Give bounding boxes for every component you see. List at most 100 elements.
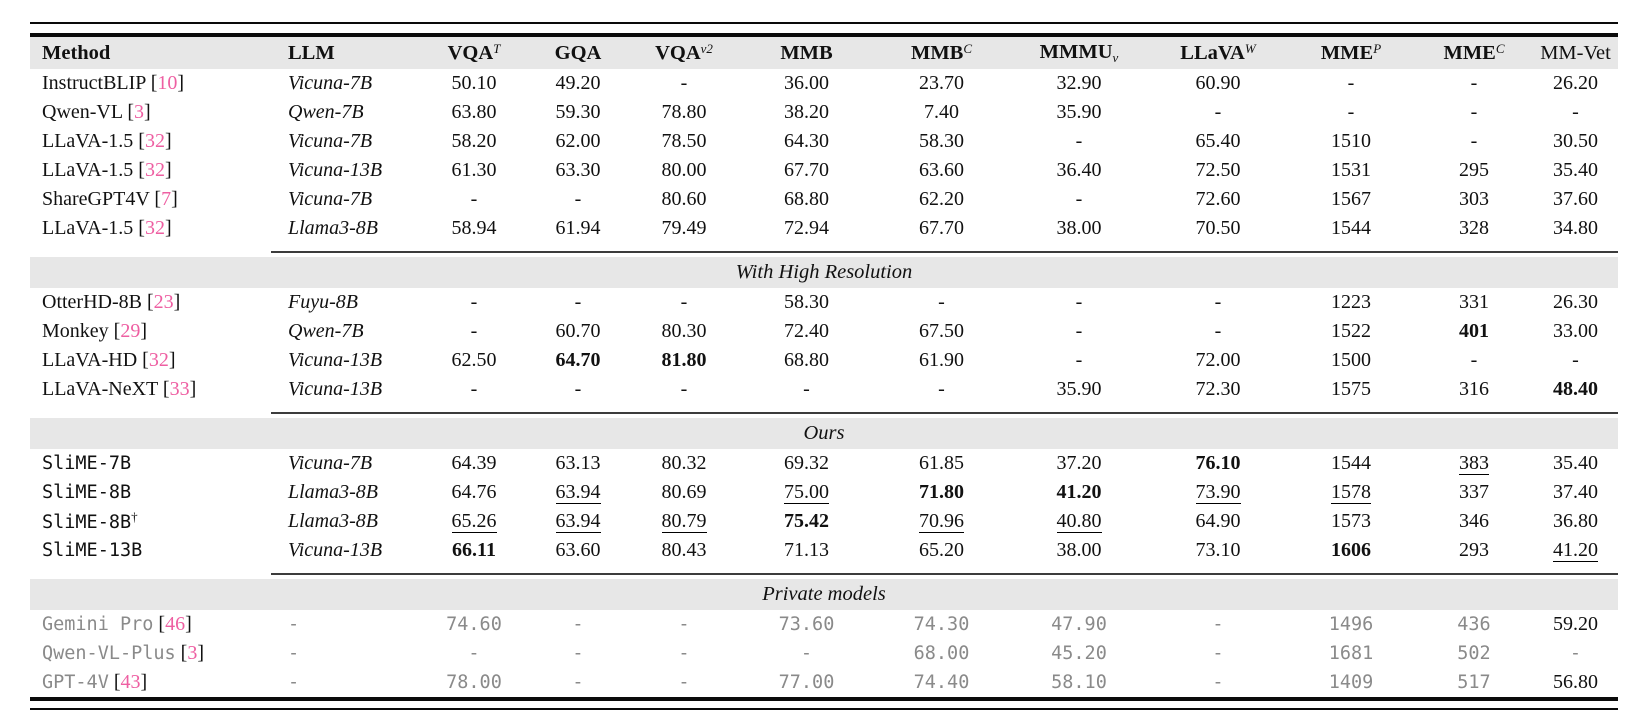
method-name: SliME-13B — [42, 540, 143, 561]
score-value: 1510 — [1331, 130, 1371, 152]
score-cell: - — [1009, 346, 1149, 375]
llm-cell: Qwen-7B — [288, 320, 364, 342]
score-cell: 38.20 — [739, 98, 874, 127]
table-row: Gemini Pro [46] -74.60- -73.60 74.30 47.90-1… — [30, 610, 1618, 639]
table-row: SliME-13B Vicuna-13B 66.11 63.60 80.43 71.13 6… — [30, 536, 1618, 565]
score-cell: 58.10 — [1009, 668, 1149, 697]
citation-link[interactable]: 43 — [120, 671, 141, 693]
score-value: - — [938, 378, 945, 400]
score-value: 1409 — [1328, 672, 1374, 693]
table-row: LLaVA-HD [32] Vicuna-13B 62.50 64.70 81.80 68… — [30, 346, 1618, 375]
score-cell: 80.00 — [629, 156, 739, 185]
method-name: InstructBLIP — [42, 72, 146, 94]
method-name: GPT-4V — [42, 672, 109, 693]
citation-link[interactable]: 32 — [144, 217, 165, 239]
score-cell: 73.10 — [1149, 536, 1287, 565]
citation-link[interactable]: 29 — [120, 320, 141, 342]
citation-link[interactable]: 10 — [157, 72, 178, 94]
table-header: Method LLM VQAT GQA VQAv2 MMB MMBC MMMUv LLaVAW M… — [30, 37, 1618, 69]
header-cell-method: Method — [30, 37, 271, 69]
method-name: Gemini Pro — [42, 614, 154, 635]
score-value: 30.50 — [1553, 130, 1598, 152]
score-value: 58.10 — [1051, 672, 1107, 693]
score-value: - — [1212, 614, 1224, 635]
citation-bracket-close: ] — [164, 130, 172, 152]
table-row: LLaVA-1.5 [32] Vicuna-7B 58.20 62.00 78.50 64… — [30, 127, 1618, 156]
score-value: 35.40 — [1553, 452, 1598, 474]
score-cell: 72.50 — [1149, 156, 1287, 185]
score-value: 62.20 — [919, 188, 964, 210]
table-row: ShareGPT4V [7] Vicuna-7B - - 80.60 68.80 62.20… — [30, 185, 1618, 214]
score-value: 36.80 — [1553, 510, 1598, 532]
method-name: SliME-7B — [42, 453, 132, 474]
citation-link[interactable]: 3 — [134, 101, 145, 123]
score-value: 26.30 — [1553, 291, 1598, 313]
score-value: - — [572, 672, 584, 693]
header-label: VQA — [655, 42, 701, 64]
score-cell: - — [527, 185, 629, 214]
citation-link[interactable]: 32 — [144, 159, 165, 181]
score-value: 71.80 — [919, 481, 964, 503]
header-superscript: C — [963, 41, 973, 56]
header-superscript: W — [1244, 41, 1256, 56]
score-cell: 73.90 — [1149, 478, 1287, 507]
citation-link[interactable]: 32 — [148, 349, 169, 371]
header-label: GQA — [554, 41, 602, 64]
score-cell: 61.30 — [421, 156, 527, 185]
table-row: LLaVA-1.5 [32] Vicuna-13B 61.30 63.30 80.00 6… — [30, 156, 1618, 185]
score-cell: - — [527, 610, 629, 639]
score-value: 58.30 — [919, 130, 964, 152]
header-cell-mmmuv: MMMUv — [1009, 37, 1149, 69]
score-value: - — [1470, 349, 1478, 371]
citation-link[interactable]: 32 — [144, 130, 165, 152]
citation-bracket-open: [ — [141, 291, 154, 313]
llm-cell: Vicuna-7B — [288, 188, 373, 210]
score-value: - — [1075, 291, 1083, 313]
score-cell: 1681 — [1287, 639, 1415, 668]
score-cell: 61.94 — [527, 214, 629, 243]
score-cell: - — [874, 288, 1009, 317]
score-cell: 74.30 — [874, 610, 1009, 639]
score-cell: 74.40 — [874, 668, 1009, 697]
score-cell: - — [629, 668, 739, 697]
score-cell: - — [421, 185, 527, 214]
citation-bracket-open: [ — [108, 671, 121, 693]
score-value: 35.40 — [1553, 159, 1598, 181]
citation-link[interactable]: 46 — [165, 613, 186, 635]
score-value: - — [1470, 101, 1478, 123]
score-cell: 35.90 — [1009, 375, 1149, 404]
score-cell: - — [1149, 639, 1287, 668]
score-cell: - — [421, 639, 527, 668]
score-value: 38.00 — [1056, 217, 1102, 239]
llm-cell: Fuyu-8B — [288, 291, 358, 313]
score-value: 63.30 — [555, 159, 601, 181]
score-value: 59.30 — [555, 101, 601, 123]
citation-link[interactable]: 3 — [187, 642, 198, 664]
header-row: Method LLM VQAT GQA VQAv2 MMB MMBC MMMUv LLaVAW M… — [30, 37, 1618, 69]
citation-link[interactable]: 33 — [169, 378, 190, 400]
citation-bracket-close: ] — [197, 642, 204, 664]
method-cell: LLaVA-1.5 [32] — [30, 127, 271, 156]
table-row: Qwen-VL [3] Qwen-7B 63.80 59.30 78.80 38.20 7.… — [30, 98, 1618, 127]
header-label: LLM — [288, 41, 335, 64]
citation-link[interactable]: 7 — [161, 188, 172, 210]
score-value: - — [1212, 672, 1224, 693]
header-cell-vqat: VQAT — [421, 37, 527, 69]
score-value: 75.00 — [784, 481, 829, 504]
score-cell: 67.50 — [874, 317, 1009, 346]
score-value: 63.94 — [555, 510, 601, 533]
score-cell: 80.60 — [629, 185, 739, 214]
method-cell: InstructBLIP [10] — [30, 69, 271, 98]
score-cell: 58.94 — [421, 214, 527, 243]
score-value: 1606 — [1331, 539, 1371, 561]
score-cell: - — [1009, 317, 1149, 346]
dagger-mark: † — [131, 509, 138, 524]
score-value: 65.40 — [1195, 130, 1241, 152]
score-value: - — [572, 614, 584, 635]
score-cell: 65.40 — [1149, 127, 1287, 156]
score-value: - — [470, 291, 478, 313]
citation-link[interactable]: 23 — [153, 291, 174, 313]
score-cell: 58.30 — [874, 127, 1009, 156]
table-body: InstructBLIP [10] Vicuna-7B 50.10 49.20 - 36.… — [30, 69, 1618, 697]
llm-cell: Vicuna-13B — [288, 159, 383, 181]
